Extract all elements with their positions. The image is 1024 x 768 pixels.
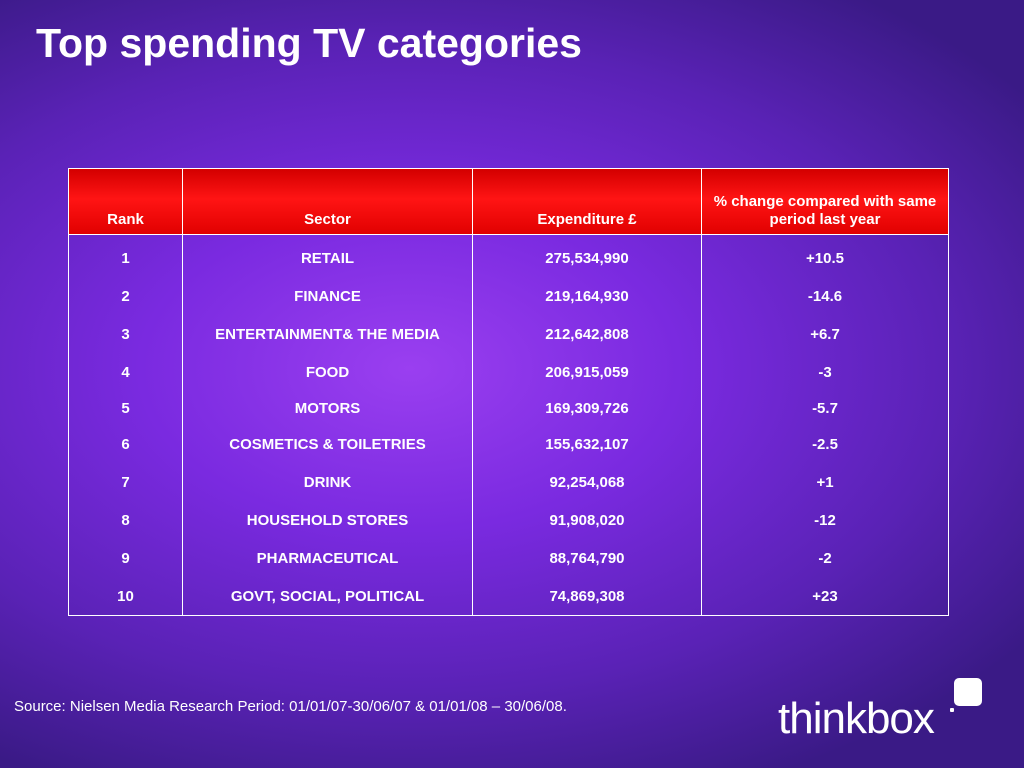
change-cell: -12 (701, 501, 949, 539)
change-cell: +23 (701, 577, 949, 616)
table-row: 9 PHARMACEUTICAL 88,764,790 -2 (68, 539, 949, 577)
sector-cell: FINANCE (182, 277, 473, 315)
table-row: 5 MOTORS 169,309,726 -5.7 (68, 391, 949, 425)
expenditure-cell: 92,254,068 (472, 463, 702, 501)
header-expenditure: Expenditure £ (472, 168, 702, 235)
table-header-row: Rank Sector Expenditure £ % change compa… (68, 168, 949, 235)
logo-dot-icon (950, 708, 954, 712)
change-cell: -5.7 (701, 391, 949, 425)
expenditure-cell: 155,632,107 (472, 425, 702, 463)
spending-table: Rank Sector Expenditure £ % change compa… (68, 168, 949, 616)
table-row: 7 DRINK 92,254,068 +1 (68, 463, 949, 501)
thinkbox-logo: thinkbox (778, 676, 998, 746)
table-row: 2 FINANCE 219,164,930 -14.6 (68, 277, 949, 315)
expenditure-cell: 91,908,020 (472, 501, 702, 539)
rank-cell: 3 (68, 315, 183, 353)
sector-cell: FOOD (182, 353, 473, 391)
change-cell: +6.7 (701, 315, 949, 353)
sector-cell: GOVT, SOCIAL, POLITICAL (182, 577, 473, 616)
table-row: 8 HOUSEHOLD STORES 91,908,020 -12 (68, 501, 949, 539)
header-rank: Rank (68, 168, 183, 235)
sector-cell: COSMETICS & TOILETRIES (182, 425, 473, 463)
rank-cell: 6 (68, 425, 183, 463)
expenditure-cell: 212,642,808 (472, 315, 702, 353)
rank-cell: 4 (68, 353, 183, 391)
expenditure-cell: 74,869,308 (472, 577, 702, 616)
rank-cell: 1 (68, 234, 183, 277)
source-note: Source: Nielsen Media Research Period: 0… (14, 698, 567, 715)
expenditure-cell: 88,764,790 (472, 539, 702, 577)
change-cell: +10.5 (701, 234, 949, 277)
change-cell: -2 (701, 539, 949, 577)
expenditure-cell: 219,164,930 (472, 277, 702, 315)
header-sector: Sector (182, 168, 473, 235)
rank-cell: 7 (68, 463, 183, 501)
expenditure-cell: 169,309,726 (472, 391, 702, 425)
sector-cell: MOTORS (182, 391, 473, 425)
change-cell: -3 (701, 353, 949, 391)
sector-cell: DRINK (182, 463, 473, 501)
rank-cell: 10 (68, 577, 183, 616)
table-row: 3 ENTERTAINMENT& THE MEDIA 212,642,808 +… (68, 315, 949, 353)
sector-cell: RETAIL (182, 234, 473, 277)
table-row: 4 FOOD 206,915,059 -3 (68, 353, 949, 391)
table-row: 6 COSMETICS & TOILETRIES 155,632,107 -2.… (68, 425, 949, 463)
slide-title: Top spending TV categories (36, 20, 582, 66)
table-row: 10 GOVT, SOCIAL, POLITICAL 74,869,308 +2… (68, 577, 949, 616)
expenditure-cell: 206,915,059 (472, 353, 702, 391)
expenditure-cell: 275,534,990 (472, 234, 702, 277)
sector-cell: HOUSEHOLD STORES (182, 501, 473, 539)
rank-cell: 8 (68, 501, 183, 539)
rank-cell: 2 (68, 277, 183, 315)
change-cell: -14.6 (701, 277, 949, 315)
change-cell: -2.5 (701, 425, 949, 463)
thinkbox-square-icon (954, 678, 982, 706)
table-row: 1 RETAIL 275,534,990 +10.5 (68, 234, 949, 277)
rank-cell: 5 (68, 391, 183, 425)
header-percent-change: % change compared with same period last … (701, 168, 949, 235)
rank-cell: 9 (68, 539, 183, 577)
sector-cell: PHARMACEUTICAL (182, 539, 473, 577)
sector-cell: ENTERTAINMENT& THE MEDIA (182, 315, 473, 353)
logo-wordmark: thinkbox (778, 694, 935, 743)
change-cell: +1 (701, 463, 949, 501)
